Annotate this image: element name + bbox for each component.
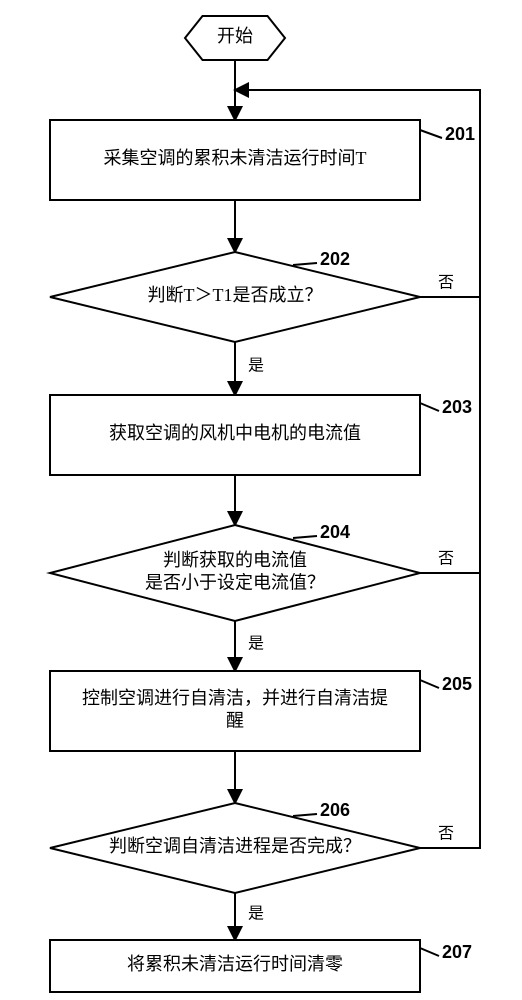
svg-text:判断T＞T1是否成立？: 判断T＞T1是否成立？ bbox=[148, 285, 323, 305]
svg-text:是: 是 bbox=[248, 906, 264, 923]
svg-text:采集空调的累积未清洁运行时间T: 采集空调的累积未清洁运行时间T bbox=[104, 148, 367, 168]
nodes-layer: 开始采集空调的累积未清洁运行时间T 201 判断T＞T1是否成立？ 202 获取空调的风… bbox=[50, 16, 475, 992]
svg-text:判断空调自清洁进程是否完成？: 判断空调自清洁进程是否完成？ bbox=[109, 836, 361, 856]
flowchart-canvas: 是是是否否否 开始采集空调的累积未清洁运行时间T201判断T＞T1是否成立？20… bbox=[0, 0, 522, 1000]
svg-text:205: 205 bbox=[442, 674, 472, 694]
svg-text:否: 否 bbox=[438, 275, 454, 292]
svg-text:202: 202 bbox=[320, 249, 350, 269]
svg-text:否: 否 bbox=[438, 551, 454, 568]
svg-text:否: 否 bbox=[438, 826, 454, 843]
svg-text:开始: 开始 bbox=[217, 26, 253, 46]
svg-text:是: 是 bbox=[248, 636, 264, 653]
svg-text:是: 是 bbox=[248, 358, 264, 375]
svg-text:将累积未清洁运行时间清零: 将累积未清洁运行时间清零 bbox=[127, 954, 343, 974]
svg-text:206: 206 bbox=[320, 800, 350, 820]
svg-text:203: 203 bbox=[442, 397, 472, 417]
svg-text:207: 207 bbox=[442, 942, 472, 962]
svg-text:201: 201 bbox=[445, 124, 475, 144]
svg-text:204: 204 bbox=[320, 522, 350, 542]
svg-text:获取空调的风机中电机的电流值: 获取空调的风机中电机的电流值 bbox=[109, 423, 361, 443]
